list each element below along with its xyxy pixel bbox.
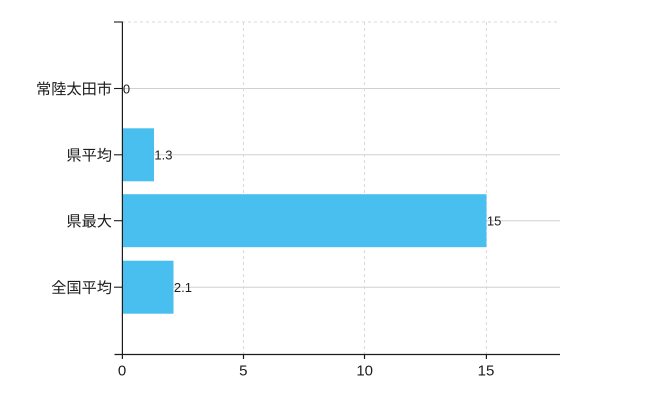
svg-text:1.3: 1.3 [154,148,172,163]
svg-text:15: 15 [487,214,501,229]
svg-text:15: 15 [478,362,495,379]
svg-text:0: 0 [118,362,126,379]
svg-text:10: 10 [356,362,373,379]
svg-text:0: 0 [123,81,130,96]
svg-text:5: 5 [239,362,247,379]
svg-text:2.1: 2.1 [174,280,192,295]
